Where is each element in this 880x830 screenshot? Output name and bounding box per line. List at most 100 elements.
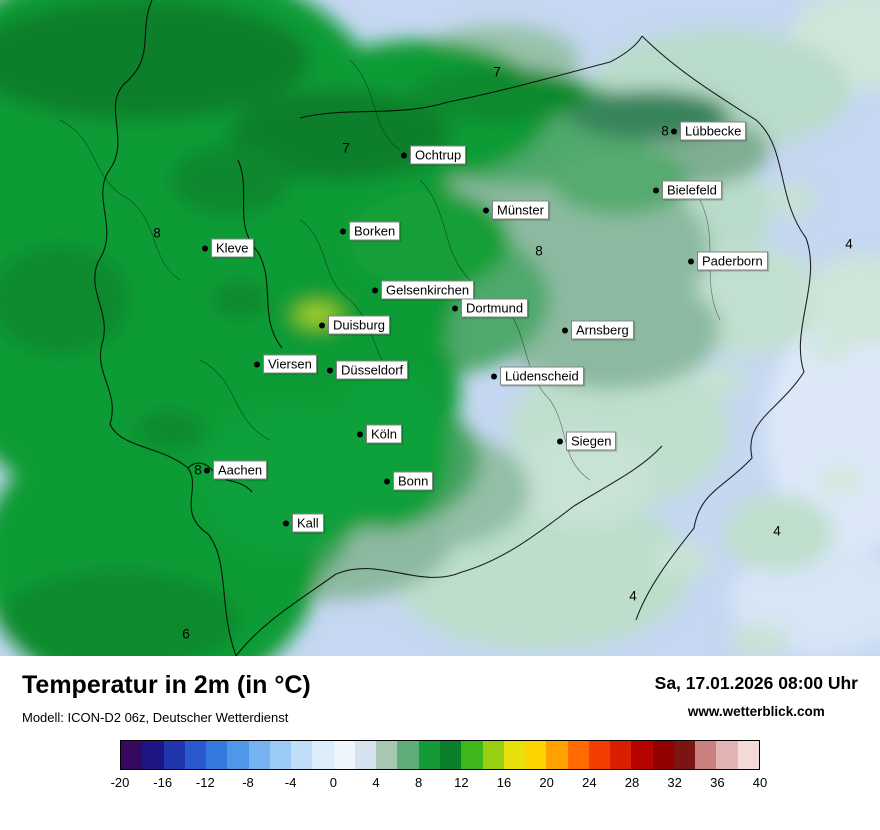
page-title: Temperatur in 2m (in °C) bbox=[22, 671, 311, 699]
title-right: Sa, 17.01.2026 08:00 Uhr www.wetterblick… bbox=[655, 671, 858, 719]
city-marker-dusseldorf: Düsseldorf bbox=[327, 360, 409, 380]
border-lines bbox=[94, 0, 812, 656]
legend-cell-14 bbox=[418, 741, 440, 769]
legend-cell-20 bbox=[546, 741, 568, 769]
map-value-labels: 7 7 8 8 4 8 8 4 4 6 bbox=[153, 65, 853, 642]
legend-cell-7 bbox=[269, 741, 292, 769]
city-dot bbox=[327, 367, 333, 373]
map-temp-value: 4 bbox=[773, 523, 781, 539]
city-label: Aachen bbox=[213, 460, 268, 480]
city-label: Siegen bbox=[566, 431, 617, 451]
temperature-legend: -20 -16 -12 -8 -4 0 4 8 12 16 20 24 28 32 36 40 bbox=[111, 740, 768, 791]
legend-cell-8 bbox=[291, 741, 313, 769]
city-dot bbox=[357, 431, 363, 437]
city-marker-kleve: Kleve bbox=[202, 238, 254, 258]
legend-cell-23 bbox=[610, 741, 632, 769]
map-temp-value: 4 bbox=[629, 588, 637, 604]
city-label: Ochtrup bbox=[410, 145, 467, 165]
title-left: Temperatur in 2m (in °C) Modell: ICON-D2… bbox=[22, 671, 311, 725]
city-marker-gelsenkirchen: Gelsenkirchen bbox=[372, 280, 475, 300]
city-label: Gelsenkirchen bbox=[381, 280, 475, 300]
datetime-label: Sa, 17.01.2026 08:00 Uhr bbox=[654, 673, 858, 693]
city-dot bbox=[491, 373, 497, 379]
map-footer: Temperatur in 2m (in °C) Modell: ICON-D2… bbox=[0, 656, 880, 791]
city-marker-kall: Kall bbox=[283, 513, 324, 533]
city-label: Borken bbox=[349, 221, 401, 241]
legend-tick-36: 36 bbox=[710, 775, 725, 790]
city-marker-paderborn: Paderborn bbox=[688, 251, 768, 271]
legend-tick-12: 12 bbox=[454, 775, 469, 790]
city-marker-viersen: Viersen bbox=[254, 354, 317, 374]
legend-tick--4: -4 bbox=[284, 775, 297, 790]
temperature-field-svg bbox=[0, 0, 880, 656]
map-temp-value: 8 bbox=[535, 243, 543, 259]
legend-tick--12: -12 bbox=[195, 775, 215, 790]
city-marker-bielefeld: Bielefeld bbox=[653, 180, 722, 200]
city-dot bbox=[384, 478, 390, 484]
legend-cell-22 bbox=[588, 741, 611, 769]
legend-cell-16 bbox=[461, 741, 483, 769]
city-dot bbox=[688, 258, 694, 264]
city-marker-borken: Borken bbox=[340, 221, 401, 241]
city-label: Dortmund bbox=[461, 298, 529, 318]
city-dot bbox=[557, 438, 563, 444]
city-label: Bielefeld bbox=[662, 180, 722, 200]
website-label: www.wetterblick.com bbox=[687, 704, 825, 719]
legend-cell-0 bbox=[121, 741, 143, 769]
city-dot bbox=[319, 322, 325, 328]
city-dot bbox=[653, 187, 659, 193]
city-label: Köln bbox=[366, 424, 403, 444]
city-label: Kleve bbox=[211, 238, 254, 258]
legend-tick-28: 28 bbox=[624, 775, 640, 790]
legend-tick-32: 32 bbox=[667, 775, 682, 790]
city-marker-aachen: Aachen bbox=[204, 460, 268, 480]
city-dot bbox=[401, 152, 407, 158]
district-lines bbox=[59, 59, 721, 481]
city-dot bbox=[283, 520, 289, 526]
legend-cell-4 bbox=[206, 741, 228, 769]
legend-cell-13 bbox=[397, 741, 419, 769]
legend-tick-20: 20 bbox=[539, 775, 554, 790]
legend-color-bar bbox=[120, 740, 760, 770]
city-marker-bonn: Bonn bbox=[384, 471, 434, 491]
city-dot bbox=[372, 287, 378, 293]
map-temp-value: 8 bbox=[661, 123, 669, 139]
legend-cell-2 bbox=[163, 741, 185, 769]
city-dot bbox=[204, 467, 210, 473]
map-temp-value: 4 bbox=[845, 236, 853, 252]
legend-tick-8: 8 bbox=[415, 775, 423, 790]
model-info: Modell: ICON-D2 06z, Deutscher Wetterdie… bbox=[22, 710, 289, 725]
city-marker-duisburg: Duisburg bbox=[319, 315, 391, 335]
city-dot bbox=[202, 245, 208, 251]
legend-cell-26 bbox=[673, 741, 696, 769]
city-label: Lüdenscheid bbox=[500, 366, 584, 386]
city-marker-munster: Münster bbox=[483, 200, 549, 220]
map-temp-value: 6 bbox=[182, 626, 190, 642]
map-temp-value: 7 bbox=[342, 140, 350, 156]
legend-cell-29 bbox=[737, 741, 759, 769]
weather-map-page: 7 7 8 8 4 8 8 4 4 6 Ochtrup Lübbecke Bielefeld Münst… bbox=[0, 0, 880, 791]
legend-cell-28 bbox=[716, 741, 738, 769]
legend-cell-1 bbox=[142, 741, 164, 769]
legend-cell-25 bbox=[652, 741, 674, 769]
legend-cell-21 bbox=[567, 741, 589, 769]
city-marker-arnsberg: Arnsberg bbox=[562, 320, 634, 340]
legend-tick-0: 0 bbox=[329, 775, 337, 790]
legend-tick-labels: -20 -16 -12 -8 -4 0 4 8 12 16 20 24 28 32 36 40 bbox=[111, 775, 768, 791]
city-label: Arnsberg bbox=[571, 320, 634, 340]
city-label: Bonn bbox=[393, 471, 434, 491]
city-label: Duisburg bbox=[328, 315, 391, 335]
city-marker-lubbecke: Lübbecke bbox=[671, 121, 747, 141]
city-label: Viersen bbox=[263, 354, 317, 374]
city-dot bbox=[254, 361, 260, 367]
legend-cell-19 bbox=[525, 741, 547, 769]
legend-tick-4: 4 bbox=[372, 775, 380, 790]
city-marker-ochtrup: Ochtrup bbox=[401, 145, 467, 165]
city-dot bbox=[483, 207, 489, 213]
legend-tick-24: 24 bbox=[582, 775, 597, 790]
legend-cell-18 bbox=[503, 741, 526, 769]
city-marker-dortmund: Dortmund bbox=[452, 298, 529, 318]
legend-cell-27 bbox=[695, 741, 717, 769]
legend-tick--16: -16 bbox=[153, 775, 173, 790]
city-label: Münster bbox=[492, 200, 549, 220]
